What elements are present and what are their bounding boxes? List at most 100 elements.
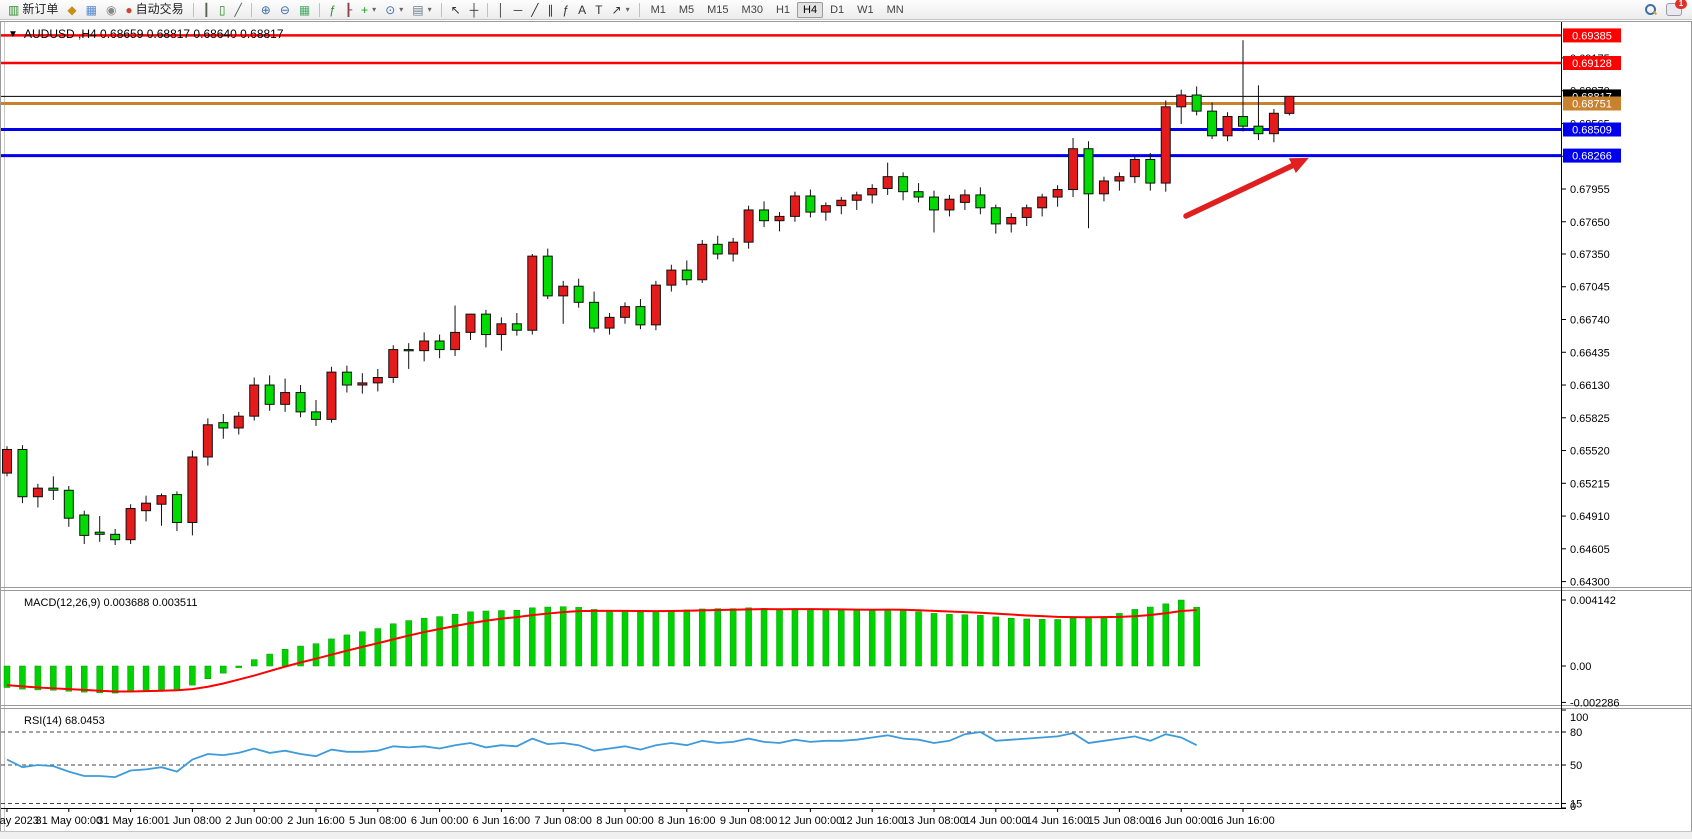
crosshair-button[interactable]: ┼ [466, 2, 483, 18]
candle-bull [820, 205, 831, 213]
macd-histogram-bar [1069, 617, 1077, 667]
candle-bull [944, 198, 955, 211]
timeframe-button-mn[interactable]: MN [886, 3, 904, 16]
arrows-button[interactable]: ↗ ▾ [608, 1, 634, 18]
autotrading-button[interactable]: ● 自动交易 [121, 1, 187, 18]
macd-histogram-bar [1085, 617, 1092, 667]
candle-bear [759, 209, 770, 222]
timeframe-button-m15[interactable]: M15 [707, 3, 729, 16]
price-tick-label: 0.66740 [1570, 315, 1610, 327]
price-level-label: 0.68266 [1563, 148, 1621, 163]
candle-bear [913, 191, 924, 198]
candle-bear [1145, 158, 1156, 184]
time-tick-label: 9 Jun 08:00 [720, 815, 778, 827]
macd-histogram-bar [652, 611, 660, 667]
candle-bull [372, 377, 383, 384]
candle-bear [712, 243, 723, 255]
zoom-in-icon: ⊕ [260, 2, 271, 17]
macd-histogram-bar [482, 610, 490, 667]
macd-histogram-bar [1162, 603, 1169, 667]
chevron-down-icon: ▾ [399, 5, 404, 14]
macd-histogram-bar [699, 608, 706, 667]
candle-bull [959, 194, 970, 203]
add-indicator-button[interactable]: + ▾ [357, 1, 380, 18]
toolbar-separator [487, 2, 489, 17]
chart-title: ▼ AUDUSD ,H4 0.68659 0.68817 0.68640 0.68… [8, 27, 284, 41]
candle-chart-button[interactable]: ▯ [215, 2, 230, 18]
candle-bull [789, 195, 800, 217]
cursor-button[interactable]: ↖ [447, 2, 465, 18]
fibonacci-button[interactable]: ƒ [558, 2, 573, 18]
timeframe-button-d1[interactable]: D1 [830, 3, 845, 16]
macd-signal-line [6, 608, 1197, 693]
clock-icon: ⊙ [385, 2, 396, 17]
timeframe-button-m30[interactable]: M30 [741, 3, 763, 16]
trendline-button[interactable]: ╱ [527, 2, 542, 18]
timeframe-button-w1[interactable]: W1 [857, 3, 874, 16]
toolbar-group-cursor: ↖ ┼ [447, 2, 483, 18]
timeframe-button-m5[interactable]: M5 [678, 3, 695, 16]
toolbar-separator [638, 2, 640, 17]
price-level-label-box [1563, 122, 1621, 137]
macd-histogram-bar [1054, 619, 1061, 667]
candle-bull [1006, 216, 1017, 225]
candle-bull [1268, 112, 1279, 135]
candle-bull [450, 331, 461, 351]
vertical-line-button[interactable]: │ [493, 2, 509, 18]
candle-bull [604, 316, 615, 329]
candle-bear [681, 269, 692, 281]
candle-bull [1068, 148, 1079, 191]
price-level-label-text: 0.68266 [1572, 151, 1612, 163]
candle-bear [929, 196, 939, 211]
macd-pane: MACD(12,26,9) 0.003688 0.003511 0.004142 0… [3, 595, 1620, 709]
chart-canvas[interactable]: 0.691750.688700.685650.682600.679550.676… [0, 20, 1692, 835]
toolbar-separator [192, 2, 194, 17]
macd-histogram-bar [81, 665, 88, 693]
price-tick-label: 0.67955 [1570, 184, 1610, 196]
period-button[interactable]: ⊙ ▾ [381, 1, 407, 18]
new-order-button[interactable]: ▥ 新订单 [4, 1, 62, 18]
text-button[interactable]: A [574, 2, 590, 18]
equidistant-channel-button[interactable]: ∥ [543, 2, 557, 18]
price-tick-label: 0.66435 [1570, 347, 1610, 359]
macd-histogram-bar [34, 665, 42, 691]
macd-histogram-bar [1100, 616, 1108, 667]
timeframe-button-h4[interactable]: H4 [797, 1, 824, 18]
timeframe-button-m1[interactable]: M1 [650, 3, 666, 16]
time-tick-label: 14 Jun 00:00 [964, 815, 1028, 827]
macd-histogram-bar [96, 665, 103, 694]
horizontal-line-button[interactable]: ─ [510, 2, 527, 18]
indicators-window-button[interactable]: ƒ [325, 2, 340, 18]
search-icon[interactable] [1645, 4, 1656, 15]
template-button[interactable]: ▤ ▾ [408, 1, 435, 18]
macd-histogram-bar [3, 665, 11, 688]
chevron-down-icon: ▾ [372, 5, 377, 14]
macd-histogram-bar [915, 611, 922, 667]
candle-bear [403, 349, 414, 352]
candle-bear [975, 194, 986, 209]
toolbar-group-indicators: ƒ ┠ + ▾ ⊙ ▾ ▤ ▾ [325, 1, 435, 18]
candle-bull [202, 424, 213, 458]
macd-histogram-bar [1131, 609, 1139, 667]
tile-windows-button[interactable]: ▦ [295, 2, 314, 18]
profiles-button[interactable]: ◉ [102, 2, 120, 18]
label-button[interactable]: T [591, 2, 606, 18]
new-chart-button[interactable]: ▦ [82, 2, 101, 18]
line-chart-button[interactable]: ╱ [231, 2, 246, 18]
time-tick-label: 30 May 2023 [0, 815, 39, 827]
price-tick-label: 0.65520 [1570, 446, 1610, 458]
candle-bull [728, 241, 739, 255]
timeframe-button-h1[interactable]: H1 [775, 3, 791, 16]
indicator-list-button[interactable]: ┠ [341, 2, 356, 18]
macd-histogram-bar [745, 607, 752, 667]
price-level-label-text: 0.68509 [1572, 124, 1612, 136]
zoom-out-button[interactable]: ⊖ [276, 2, 294, 18]
bar-chart-button[interactable]: ┃ [199, 2, 214, 18]
macd-histogram-bar [729, 608, 737, 667]
candle-bull [558, 285, 569, 297]
zoom-in-button[interactable]: ⊕ [257, 2, 275, 18]
chat-icon[interactable]: 1 [1666, 0, 1687, 16]
time-tick-label: 12 Jun 16:00 [840, 815, 904, 827]
candle-chart-icon: ▯ [218, 2, 226, 17]
chart-shot-button[interactable]: ◆ [63, 2, 80, 18]
